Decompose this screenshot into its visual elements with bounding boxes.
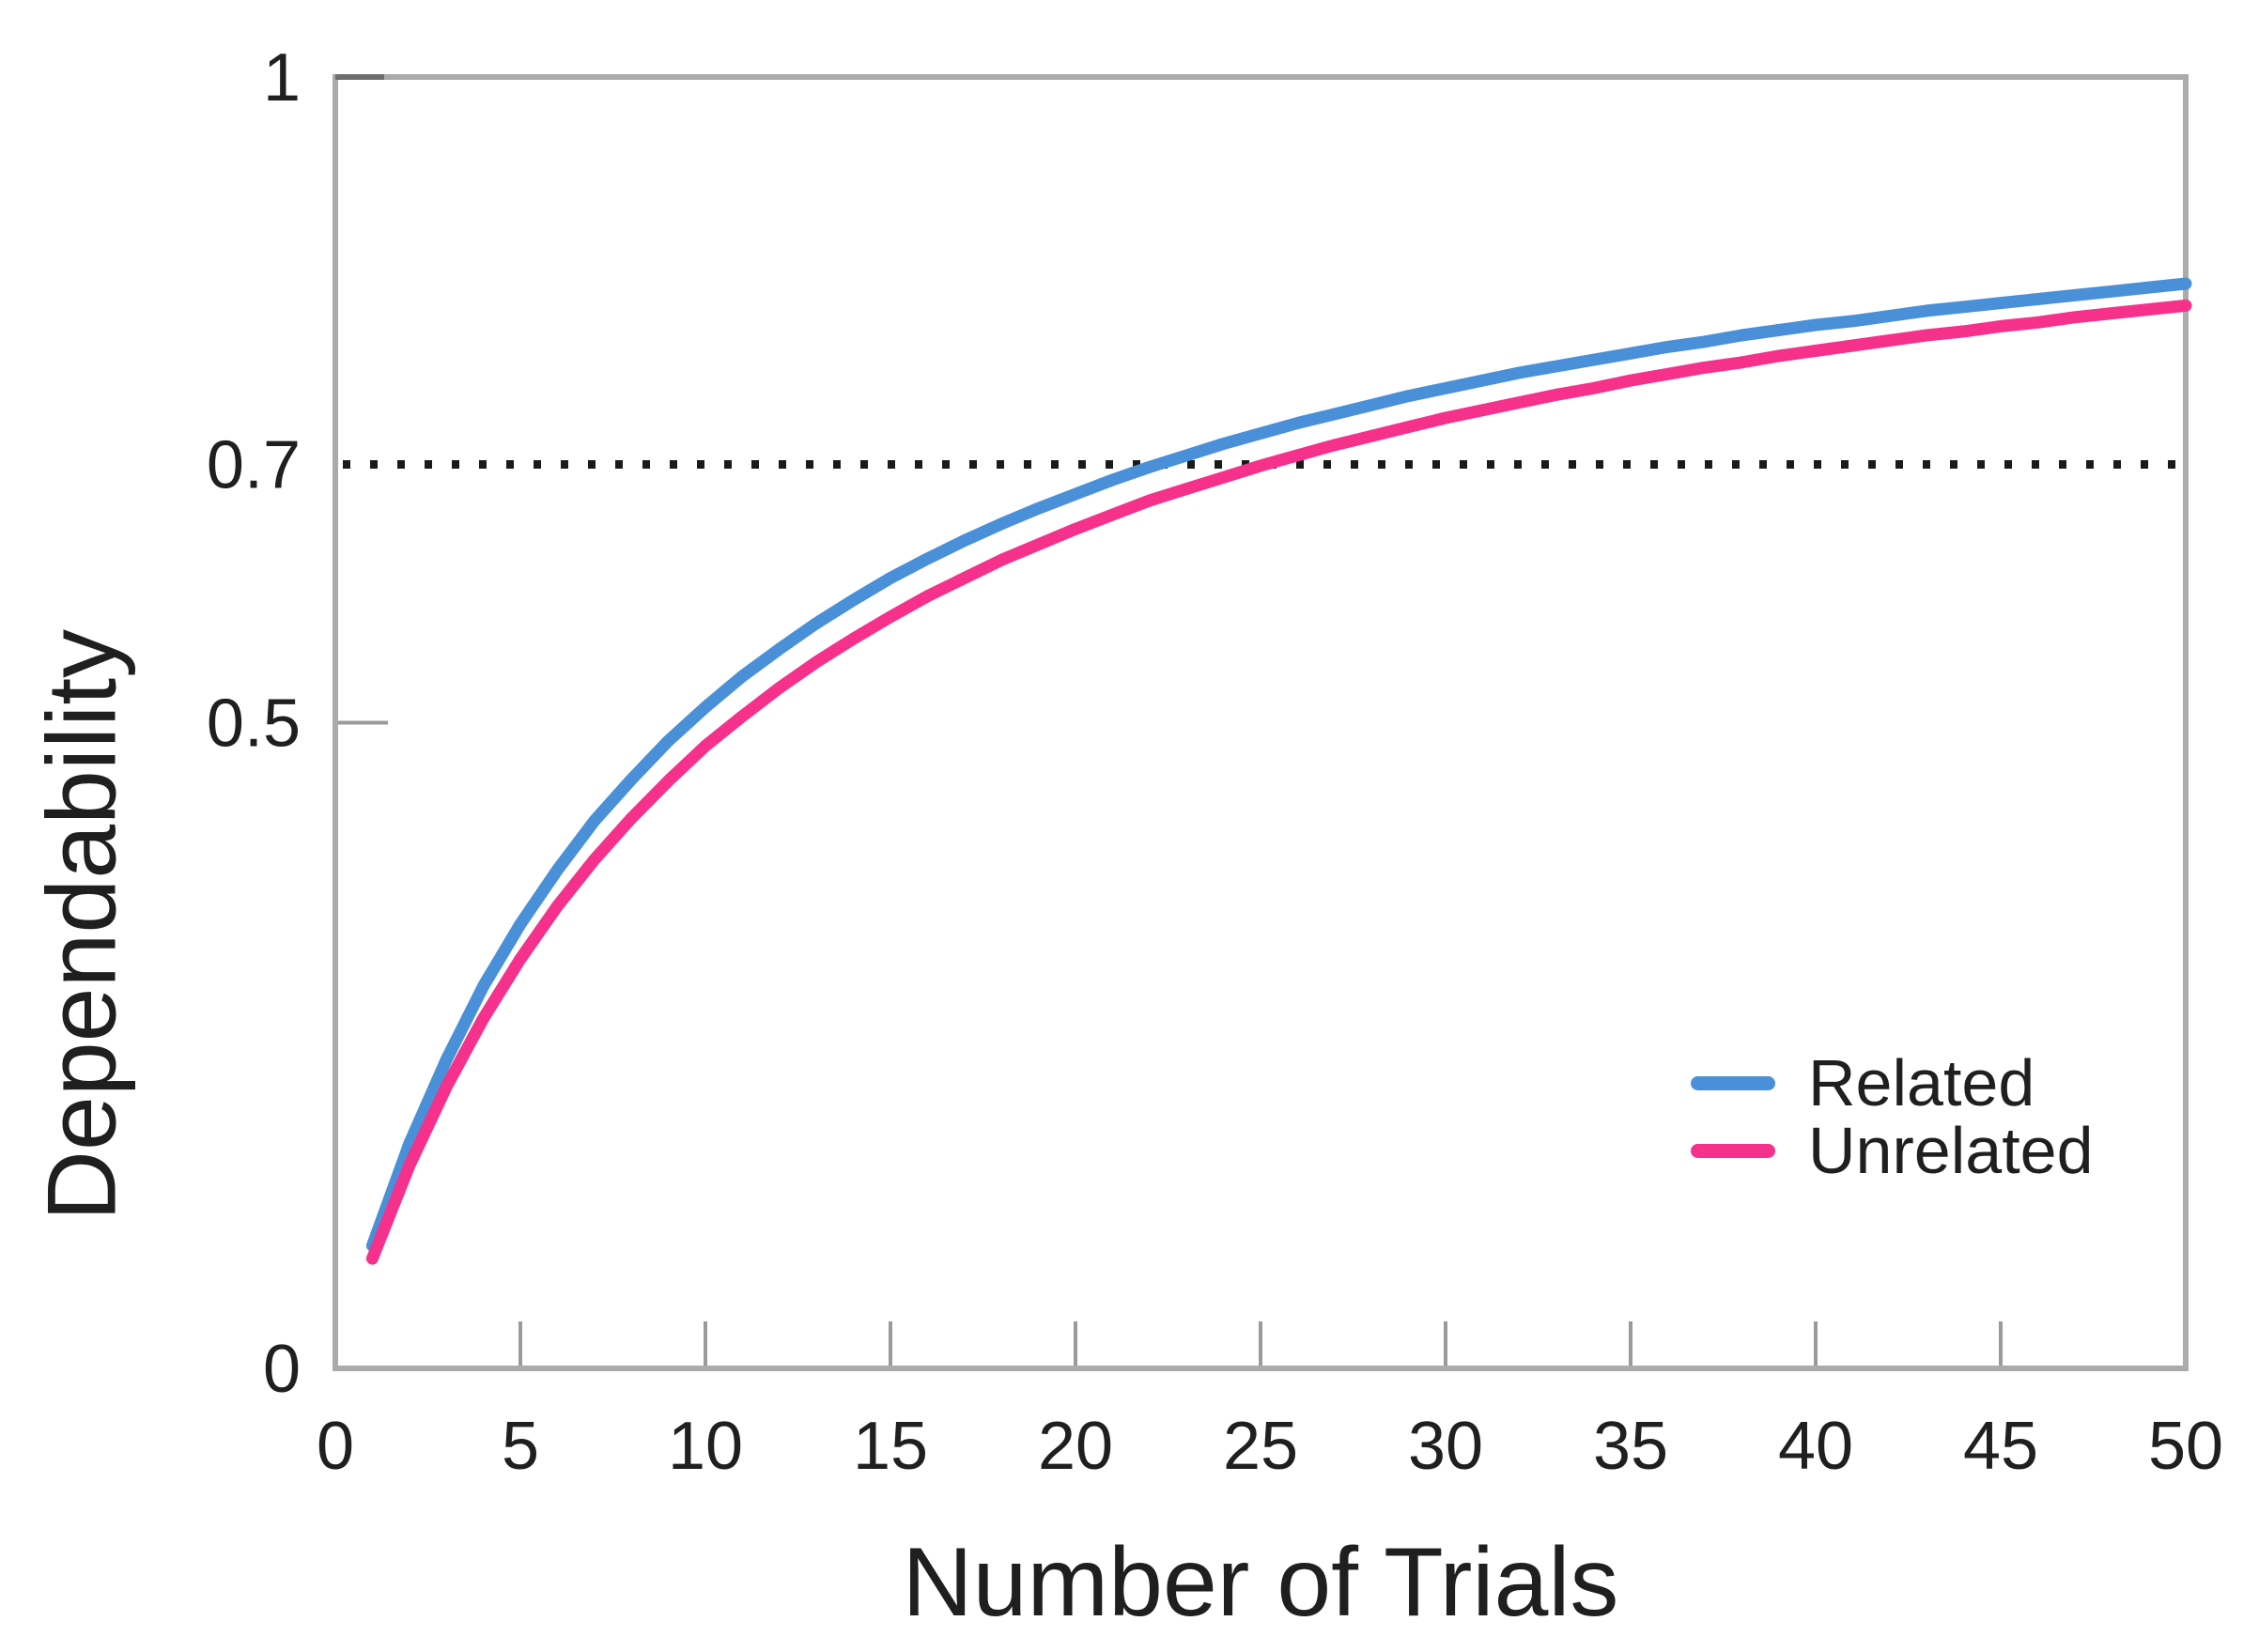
x-tick-label-20: 20 bbox=[1038, 1409, 1113, 1484]
x-tick-label-5: 5 bbox=[502, 1409, 539, 1484]
x-tick-label-35: 35 bbox=[1593, 1409, 1668, 1484]
x-tick-label-30: 30 bbox=[1408, 1409, 1483, 1484]
x-tick-label-45: 45 bbox=[1963, 1409, 2038, 1484]
legend: Related Unrelated bbox=[1691, 1049, 2094, 1184]
y-tick-label-0: 0 bbox=[263, 1332, 301, 1407]
related-line-swatch bbox=[1691, 1075, 1775, 1090]
y-tick-label-1: 1 bbox=[263, 40, 301, 116]
x-tick-label-25: 25 bbox=[1223, 1409, 1298, 1484]
y-tick-label-0.7: 0.7 bbox=[207, 428, 301, 503]
x-tick-label-40: 40 bbox=[1778, 1409, 1853, 1484]
legend-item-unrelated: Unrelated bbox=[1691, 1117, 2094, 1184]
legend-label-related: Related bbox=[1808, 1046, 2035, 1119]
y-axis-title: Dependability bbox=[27, 628, 137, 1222]
unrelated-curve bbox=[365, 299, 2192, 1265]
x-tick-label-0: 0 bbox=[317, 1409, 354, 1484]
x-tick-label-50: 50 bbox=[2148, 1409, 2223, 1484]
legend-label-unrelated: Unrelated bbox=[1808, 1114, 2094, 1187]
unrelated-line-swatch bbox=[1691, 1143, 1775, 1158]
axes-frame bbox=[333, 74, 2189, 1371]
legend-item-related: Related bbox=[1691, 1049, 2094, 1117]
related-curve bbox=[365, 277, 2192, 1252]
x-axis-title: Number of Trials bbox=[902, 1528, 1619, 1637]
x-tick-label-10: 10 bbox=[668, 1409, 743, 1484]
x-tick-label-15: 15 bbox=[853, 1409, 928, 1484]
y-tick-label-0.5: 0.5 bbox=[207, 687, 301, 762]
